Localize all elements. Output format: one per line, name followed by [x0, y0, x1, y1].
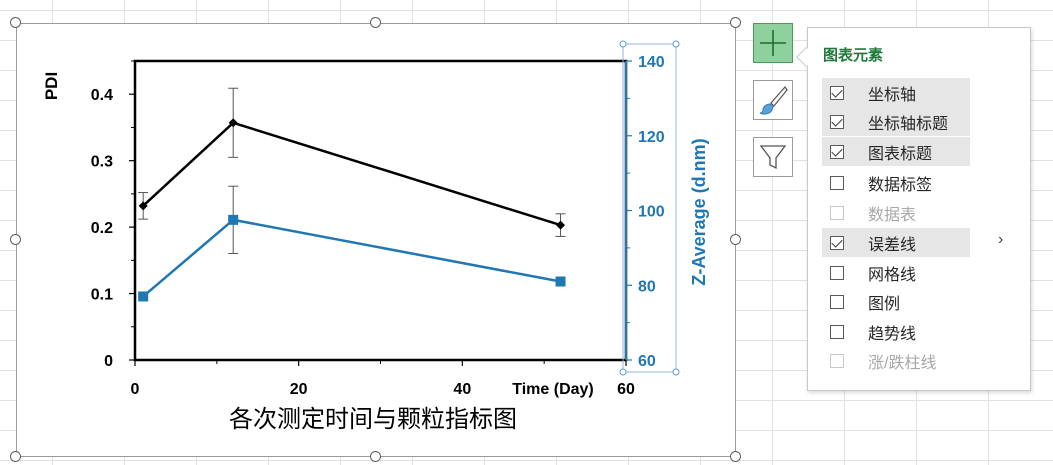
resize-handle-bottom-right[interactable]	[730, 451, 741, 462]
chart-elements-button[interactable]	[753, 23, 793, 63]
option-checkbox	[830, 205, 844, 220]
chart-svg: 0 20 40 60 0 0.1 0.2 0.3 0.4 60 80 100 120 140 PDI Z-…	[42, 40, 709, 433]
option-label: 趋势线	[868, 325, 917, 343]
y2-axis-selection[interactable]	[622, 43, 677, 373]
x-tick-label: 0	[131, 381, 140, 398]
resize-handle-top-right[interactable]	[730, 17, 741, 28]
plot-area	[133, 59, 628, 362]
resize-handle-bottom-left[interactable]	[10, 451, 21, 462]
x-tick-label: 40	[453, 381, 471, 398]
option-checkbox[interactable]	[830, 235, 844, 250]
panel-title: 图表元素	[823, 47, 884, 64]
x-tick-label: 20	[290, 381, 308, 398]
y2-tick-label: 120	[638, 129, 665, 146]
y2-selection-handle	[672, 368, 680, 376]
option-checkbox	[830, 353, 844, 368]
data-point-square	[228, 214, 239, 225]
resize-handle-top-left[interactable]	[10, 17, 21, 28]
chart-element-option[interactable]: 图例	[822, 287, 970, 316]
option-checkbox[interactable]	[830, 175, 844, 190]
chart-area[interactable]: 0 20 40 60 0 0.1 0.2 0.3 0.4 60 80 100 120 140 PDI Z-…	[16, 23, 736, 457]
option-label: 图例	[868, 295, 901, 313]
chart-element-option[interactable]: 数据标签	[822, 168, 970, 197]
data-point-diamond	[556, 220, 566, 230]
chart-styles-button[interactable]	[753, 80, 793, 120]
y2-selection-handle	[619, 40, 627, 48]
funnel-icon	[759, 145, 787, 170]
resize-handle-left[interactable]	[10, 234, 21, 245]
option-label: 数据标签	[868, 176, 933, 194]
option-label: 坐标轴	[868, 86, 917, 104]
error-bars-submenu-chevron-icon[interactable]: ›	[998, 231, 1004, 248]
y-tick-label: 0.4	[91, 87, 113, 104]
y2-selection-handle	[619, 368, 627, 376]
chart-element-option[interactable]: 误差线	[822, 228, 970, 257]
option-label: 涨/跌柱线	[868, 354, 937, 372]
option-checkbox[interactable]	[830, 114, 844, 129]
y2-tick-label: 140	[638, 54, 665, 71]
option-checkbox[interactable]	[830, 85, 844, 100]
plus-icon	[760, 30, 786, 56]
option-checkbox[interactable]	[830, 144, 844, 159]
y-tick-label: 0.1	[91, 287, 113, 304]
y-tick-label: 0.3	[91, 154, 113, 171]
option-label: 误差线	[868, 236, 917, 254]
option-label: 网格线	[868, 266, 917, 284]
y-tick-label: 0.2	[91, 220, 113, 237]
option-checkbox[interactable]	[830, 324, 844, 339]
series-line-2	[142, 218, 561, 298]
chart-filters-button[interactable]	[753, 137, 793, 177]
chart-element-option[interactable]: 网格线	[822, 258, 970, 287]
x-tick-label: 60	[617, 381, 635, 398]
series-line-1	[142, 121, 561, 227]
option-label: 坐标轴标题	[868, 115, 949, 133]
chart-element-option[interactable]: 坐标轴标题	[822, 107, 970, 136]
y2-tick-label: 80	[638, 278, 656, 295]
y-axis-title[interactable]: PDI	[42, 72, 61, 100]
x-axis-title[interactable]: Time (Day)	[512, 381, 594, 398]
option-checkbox[interactable]	[830, 265, 844, 280]
resize-handle-bottom[interactable]	[370, 451, 381, 462]
chart-element-option: 数据表	[822, 198, 970, 227]
resize-handle-top[interactable]	[370, 17, 381, 28]
chart-element-option[interactable]: 坐标轴	[822, 78, 970, 107]
chart-element-option[interactable]: 图表标题	[822, 137, 970, 166]
chart-element-option[interactable]: 趋势线	[822, 317, 970, 346]
option-label: 数据表	[868, 206, 917, 224]
y-tick-label: 0	[104, 353, 113, 370]
option-checkbox[interactable]	[830, 294, 844, 309]
paintbrush-icon	[759, 86, 788, 115]
chart-element-option: 涨/跌柱线	[822, 346, 970, 375]
data-point-square	[555, 276, 566, 287]
y2-tick-label: 60	[638, 353, 656, 370]
data-point-square	[138, 291, 149, 302]
chart-title[interactable]: 各次测定时间与颗粒指标图	[229, 406, 517, 433]
data-point-diamond	[138, 201, 148, 211]
resize-handle-right[interactable]	[730, 234, 741, 245]
y2-axis-title[interactable]: Z-Average (d.nm)	[689, 138, 709, 285]
option-label: 图表标题	[868, 145, 933, 163]
data-point-diamond	[228, 118, 238, 128]
y2-selection-handle	[672, 40, 680, 48]
chart-elements-panel: 图表元素 坐标轴坐标轴标题图表标题数据标签数据表误差线网格线图例趋势线涨/跌柱线…	[807, 27, 1031, 391]
y2-tick-label: 100	[638, 204, 665, 221]
